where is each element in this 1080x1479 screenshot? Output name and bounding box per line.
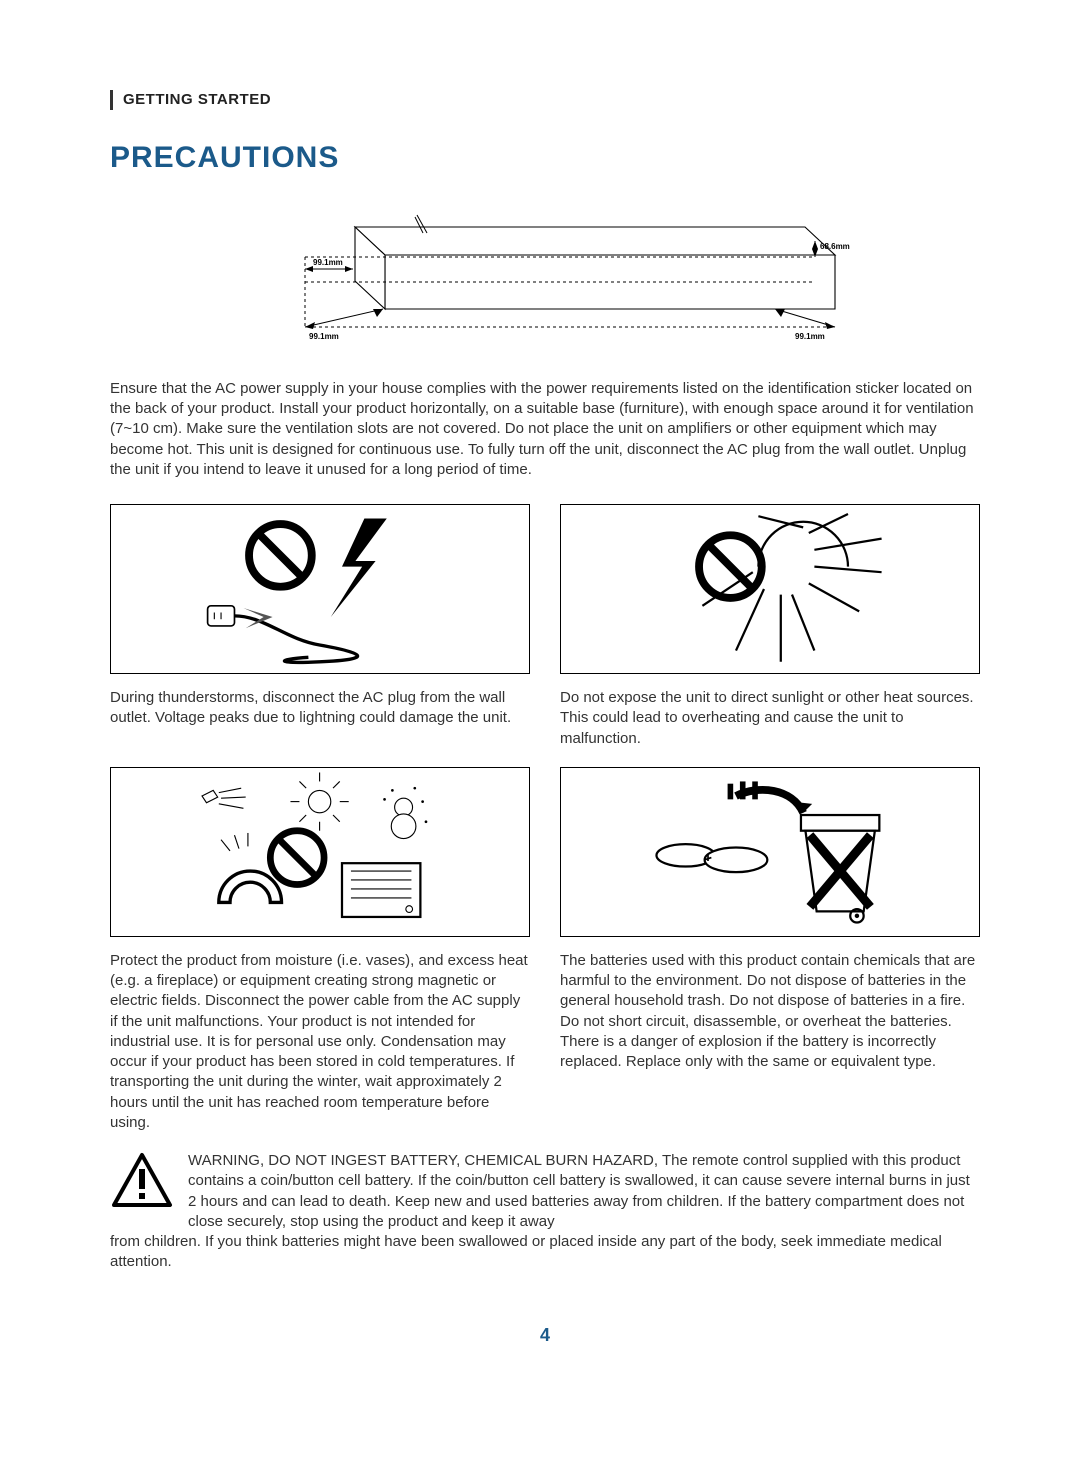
- intro-paragraph: Ensure that the AC power supply in your …: [110, 379, 980, 480]
- thunder-caption: During thunderstorms, disconnect the AC …: [110, 688, 530, 729]
- dim-bottom-right: 99.1mm: [795, 332, 825, 341]
- dim-inner-right: 68.6mm: [820, 242, 850, 251]
- warning-continued-text: from children. If you think batteries mi…: [110, 1232, 980, 1273]
- sunlight-illustration: [560, 504, 980, 674]
- sunlight-caption: Do not expose the unit to direct sunligh…: [560, 688, 980, 749]
- clearance-diagram: 99.1mm 99.1mm 99.1mm 68.6mm: [235, 197, 855, 357]
- page-number: 4: [110, 1323, 980, 1347]
- section-label: GETTING STARTED: [110, 90, 980, 110]
- batteries-illustration: [560, 767, 980, 937]
- dim-left: 99.1mm: [313, 258, 343, 267]
- dim-bottom-left: 99.1mm: [309, 332, 339, 341]
- warning-triangle-icon: [110, 1151, 174, 1209]
- batteries-caption: The batteries used with this product con…: [560, 951, 980, 1073]
- moisture-caption: Protect the product from moisture (i.e. …: [110, 951, 530, 1133]
- thunder-illustration: [110, 504, 530, 674]
- clearance-diagram-svg: 99.1mm 99.1mm 99.1mm 68.6mm: [235, 197, 855, 357]
- moisture-illustration: [110, 767, 530, 937]
- warning-lead-text: WARNING, DO NOT INGEST BATTERY, CHEMICAL…: [188, 1151, 980, 1232]
- warning-block: WARNING, DO NOT INGEST BATTERY, CHEMICAL…: [110, 1151, 980, 1232]
- page-title: PRECAUTIONS: [110, 138, 980, 179]
